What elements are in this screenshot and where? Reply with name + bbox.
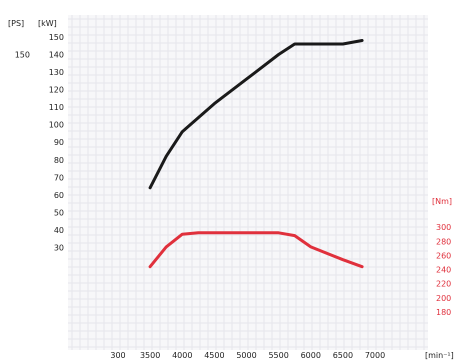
ps-unit-label: [PS] [8,19,24,28]
x-tick-label: 3500 [140,351,160,360]
tick-labels: 150 140 130 120 110 100 90 80 70 60 50 40 30 150 300 28… [15,33,452,360]
torque-curve-line [148,231,364,269]
y-tick-label-kw: 140 [49,51,64,60]
y-tick-label-kw: 130 [49,68,64,77]
y-tick-label-kw: 90 [54,138,64,147]
y-tick-label-kw: 150 [49,33,64,42]
x-tick-label: 4500 [204,351,224,360]
x-tick-label: 300 [110,351,125,360]
y-tick-label-kw: 110 [49,103,64,112]
y-tick-label-kw: 60 [54,191,64,200]
rpm-unit-label: [min⁻¹] [425,351,454,360]
y-tick-label-nm: 220 [436,280,451,289]
grid [68,15,428,350]
x-tick-label: 6500 [333,351,353,360]
y-tick-label-nm: 280 [436,237,451,246]
y-tick-label-kw: 100 [49,121,64,130]
x-tick-label: 5500 [268,351,288,360]
y-tick-label-kw: 70 [54,173,64,182]
y-tick-label-kw: 80 [54,156,64,165]
x-tick-label: 5000 [236,351,256,360]
y-tick-label-kw: 120 [49,86,64,95]
y-tick-label-kw: 30 [54,243,64,252]
y-tick-label-nm: 260 [436,251,451,260]
y-tick-label-kw: 40 [54,226,64,235]
series-lines [148,39,364,269]
nm-unit-label: [Nm] [432,197,452,206]
y-tick-label-nm: 240 [436,266,451,275]
x-tick-label: 4000 [172,351,192,360]
kw-unit-label: [kW] [38,19,57,28]
y-tick-label-nm: 200 [436,294,451,303]
x-tick-label: 7000 [365,351,385,360]
y-tick-label-nm: 300 [436,223,451,232]
power-curve-line [148,39,364,190]
y-tick-label-ps: 150 [15,51,30,60]
x-tick-label: 6000 [301,351,321,360]
y-tick-label-kw: 50 [54,208,64,217]
y-tick-label-nm: 180 [436,308,451,317]
